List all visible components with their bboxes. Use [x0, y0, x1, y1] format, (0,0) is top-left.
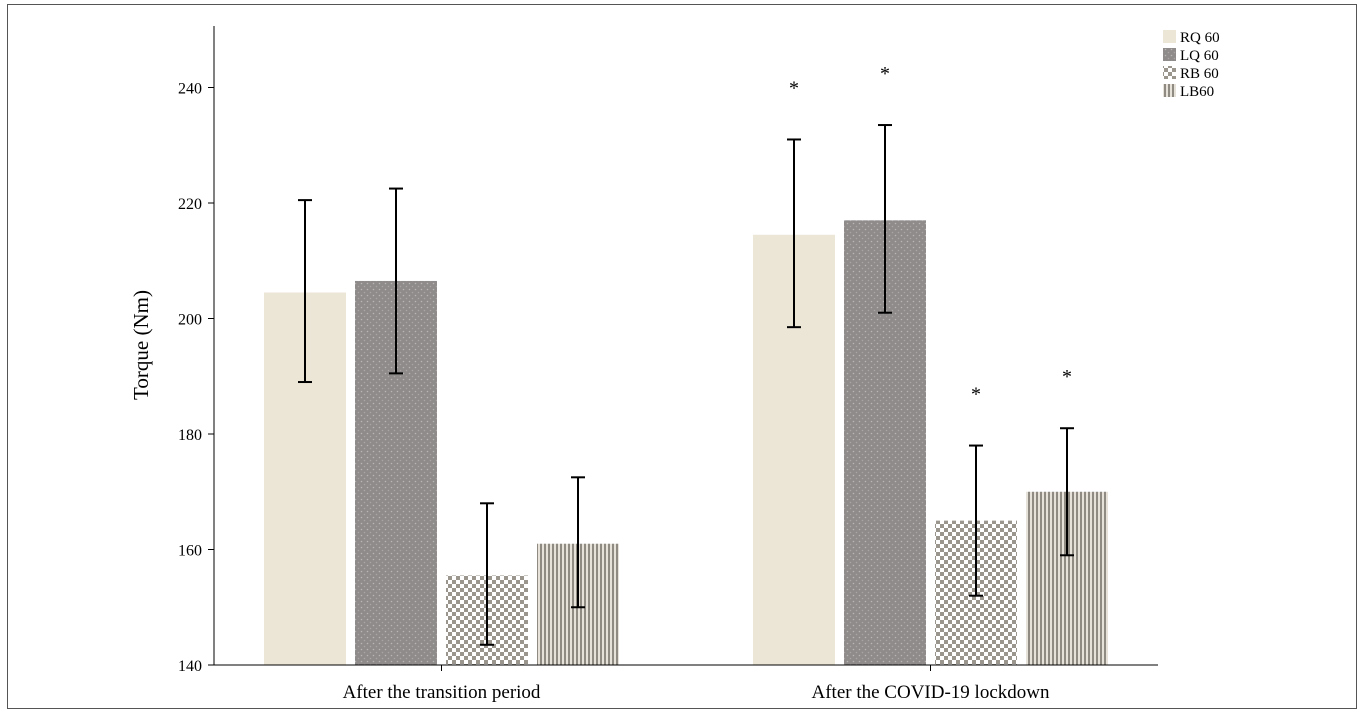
y-ticks-layer: 140 160 180 200 220 240 [178, 81, 214, 675]
error-bar [480, 502, 494, 646]
x-category-label: After the transition period [343, 682, 541, 703]
legend-label: RB 60 [1180, 66, 1219, 82]
bars-layer [264, 220, 1108, 665]
x-category-labels-layer: After the transition period After the COV… [343, 665, 1050, 703]
error-bar [787, 138, 801, 329]
y-axis-title: Torque (Nm) [129, 290, 153, 400]
y-tick-label: 200 [178, 312, 202, 329]
significance-star: * [971, 384, 981, 406]
error-bar [1060, 427, 1074, 557]
legend-label: LQ 60 [1180, 48, 1219, 64]
legend-item: LQ 60 [1163, 48, 1219, 64]
legend-swatch [1163, 84, 1176, 97]
x-category-label: After the COVID-19 lockdown [812, 682, 1050, 703]
legend-item: RB 60 [1163, 66, 1219, 82]
significance-star: * [789, 77, 799, 99]
legend-swatch [1163, 48, 1176, 61]
legend-item: RQ 60 [1163, 30, 1220, 46]
legend-swatch [1163, 30, 1176, 43]
legend-item: LB60 [1163, 84, 1214, 100]
y-tick-label: 220 [178, 196, 202, 213]
error-bar [969, 444, 983, 597]
significance-markers-layer: * * * * [789, 63, 1072, 406]
y-tick-label: 180 [178, 427, 202, 444]
error-bar [571, 476, 585, 609]
y-tick-label: 240 [178, 81, 202, 98]
y-tick-label: 160 [178, 543, 202, 560]
significance-star: * [1062, 366, 1072, 388]
significance-star: * [880, 63, 890, 85]
legend: RQ 60 LQ 60 RB 60 LB60 [1163, 30, 1220, 100]
y-tick-label: 140 [178, 658, 202, 675]
chart-frame [7, 4, 1357, 709]
error-bar [878, 124, 892, 314]
error-bar [298, 199, 312, 384]
legend-label: LB60 [1180, 84, 1214, 100]
error-bars-layer [298, 124, 1074, 646]
legend-swatch [1163, 66, 1176, 79]
error-bar [389, 187, 403, 375]
legend-label: RQ 60 [1180, 30, 1220, 46]
